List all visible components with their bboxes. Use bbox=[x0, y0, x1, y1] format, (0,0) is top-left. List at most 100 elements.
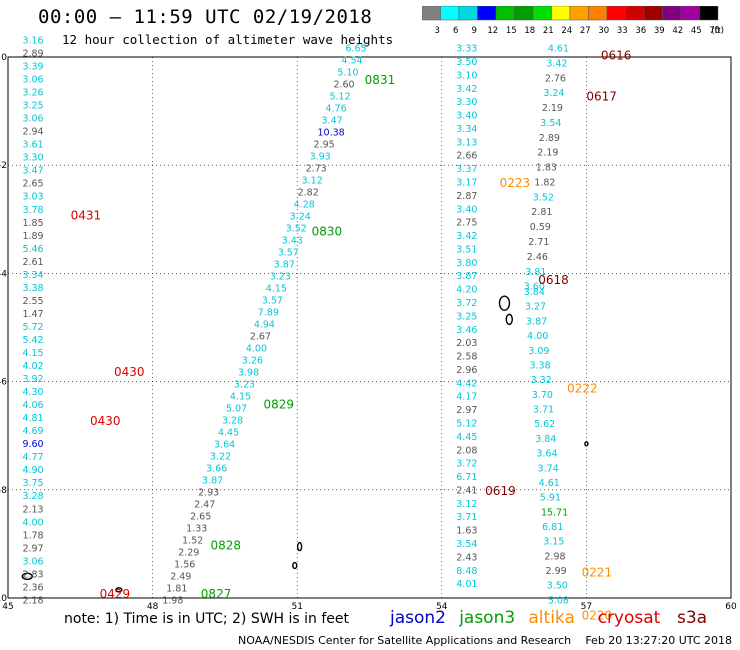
swh-value: 2.03 bbox=[456, 338, 477, 349]
pass-time-label: 0431 bbox=[71, 208, 102, 222]
swh-value: 3.92 bbox=[22, 374, 43, 385]
swh-value: 2.95 bbox=[314, 140, 335, 151]
swh-track: 4.61 3.42 2.76 3.24 2.19 3.54 2.89 2.19 1.83 1.82… bbox=[524, 44, 569, 293]
y-tick-label: -10 bbox=[0, 594, 7, 604]
swh-value: 2.96 bbox=[456, 365, 477, 376]
swh-value: 3.57 bbox=[262, 296, 283, 307]
swh-value: 1.85 bbox=[22, 218, 43, 229]
swh-value: 3.43 bbox=[282, 236, 303, 247]
colorbar-unit: (ft) bbox=[711, 26, 724, 36]
swh-value: 2.82 bbox=[298, 188, 319, 199]
swh-value: 3.87 bbox=[526, 316, 547, 327]
swh-value: 3.12 bbox=[302, 176, 323, 187]
swh-value: 5.42 bbox=[22, 335, 43, 346]
swh-value: 3.28 bbox=[22, 491, 43, 502]
swh-value: 1.83 bbox=[536, 163, 557, 174]
pass-time-label: 0220 bbox=[582, 609, 613, 623]
wave-height-colorbar: 3 6 9 12 15 18 21 24 27 30 33 36 39 42 45 70(ft) bbox=[422, 6, 724, 36]
swh-value: 4.06 bbox=[22, 400, 43, 411]
x-tick-label: 45 bbox=[2, 602, 13, 612]
pass-time-label: 0828 bbox=[210, 538, 241, 552]
pass-time-label: 0829 bbox=[263, 398, 294, 412]
map-frame bbox=[7, 56, 732, 599]
map-gridlines bbox=[8, 57, 731, 598]
swh-track: 3.33 3.50 3.10 3.42 3.30 3.40 3.34 3.13 2.66 3.37… bbox=[456, 44, 477, 591]
swh-value: 2.46 bbox=[527, 252, 548, 263]
swh-value: 4.00 bbox=[22, 517, 43, 528]
swh-value: 3.60 bbox=[524, 282, 545, 293]
swh-value: 4.81 bbox=[22, 413, 43, 424]
swh-value: 3.54 bbox=[456, 539, 477, 550]
swh-value: 2.60 bbox=[333, 80, 354, 91]
swh-value: 4.17 bbox=[456, 392, 477, 403]
pass-time-label: 0616 bbox=[601, 49, 632, 63]
satellite-legend-altika: altika bbox=[528, 608, 575, 628]
pass-time-label: 0827 bbox=[201, 587, 232, 601]
swh-value: 3.70 bbox=[532, 390, 553, 401]
swh-value: 2.61 bbox=[22, 257, 43, 268]
swh-value: 3.16 bbox=[22, 35, 43, 46]
swh-value: 3.27 bbox=[525, 302, 546, 313]
swh-value: 3.12 bbox=[456, 499, 477, 510]
satellite-legend-jason3: jason3 bbox=[459, 608, 516, 628]
pass-time-label: 0222 bbox=[567, 381, 598, 395]
swh-value: 4.76 bbox=[325, 104, 346, 115]
swh-value: 4.90 bbox=[22, 465, 43, 476]
generated-timestamp: Feb 20 13:27:20 UTC 2018 bbox=[585, 634, 732, 647]
colorbar-label: 12 bbox=[487, 26, 498, 36]
swh-value: 0.59 bbox=[530, 222, 551, 233]
swh-value: 3.81 bbox=[525, 267, 546, 278]
y-tick-label: -4 bbox=[0, 269, 7, 279]
swh-value: 2.75 bbox=[456, 218, 477, 229]
x-tick-label: 60 bbox=[725, 602, 737, 612]
x-tick-label: 54 bbox=[436, 602, 448, 612]
swh-value: 3.52 bbox=[533, 192, 554, 203]
swh-value: 2.08 bbox=[456, 445, 477, 456]
x-tick-label: 57 bbox=[581, 602, 592, 612]
swh-value: 3.25 bbox=[22, 101, 43, 112]
swh-value: 3.72 bbox=[456, 298, 477, 309]
colorbar-label: 18 bbox=[524, 26, 535, 36]
pass-time-label: 0223 bbox=[500, 176, 531, 190]
swh-value: 3.23 bbox=[234, 379, 255, 390]
swh-value: 3.28 bbox=[222, 415, 243, 426]
swh-value: 3.42 bbox=[456, 231, 477, 242]
swh-value: 1.33 bbox=[186, 523, 207, 534]
swh-value: 3.74 bbox=[538, 463, 559, 474]
swh-value: 3.32 bbox=[531, 375, 552, 386]
swh-value: 3.98 bbox=[238, 367, 259, 378]
swh-value: 3.47 bbox=[22, 166, 43, 177]
swh-value: 3.25 bbox=[456, 311, 477, 322]
swh-value: 3.23 bbox=[270, 272, 291, 283]
swh-value: 4.15 bbox=[230, 391, 251, 402]
swh-value: 3.30 bbox=[456, 97, 477, 108]
swh-value: 3.30 bbox=[22, 153, 43, 164]
swh-value: 2.76 bbox=[545, 73, 566, 84]
swh-value: 2.99 bbox=[546, 566, 567, 577]
swh-value: 5.72 bbox=[22, 322, 43, 333]
x-tick-label: 51 bbox=[291, 602, 302, 612]
pass-time-label: 0430 bbox=[90, 414, 121, 428]
swh-value: 4.61 bbox=[539, 478, 560, 489]
colorbar-label: 45 bbox=[691, 26, 702, 36]
swh-value: 3.78 bbox=[22, 205, 43, 216]
swh-value: 2.18 bbox=[22, 595, 43, 606]
swh-value: 3.34 bbox=[456, 124, 477, 135]
swh-value: 2.89 bbox=[539, 133, 560, 144]
swh-value: 3.10 bbox=[456, 70, 477, 81]
swh-value: 2.97 bbox=[456, 405, 477, 416]
swh-value: 10.38 bbox=[318, 128, 345, 139]
swh-value: 5.12 bbox=[329, 92, 350, 103]
swh-value: 1.47 bbox=[22, 309, 43, 320]
swh-value: 3.75 bbox=[22, 478, 43, 489]
swh-value: 3.03 bbox=[22, 192, 43, 203]
swh-value: 3.71 bbox=[456, 512, 477, 523]
island-outline bbox=[505, 313, 513, 326]
swh-value: 2.87 bbox=[456, 191, 477, 202]
swh-value: 2.65 bbox=[22, 179, 43, 190]
colorbar-label: 9 bbox=[472, 26, 477, 36]
satellite-legend-s3a: s3a bbox=[677, 608, 708, 628]
colorbar-label: 15 bbox=[506, 26, 517, 36]
swh-value: 3.33 bbox=[456, 44, 477, 55]
